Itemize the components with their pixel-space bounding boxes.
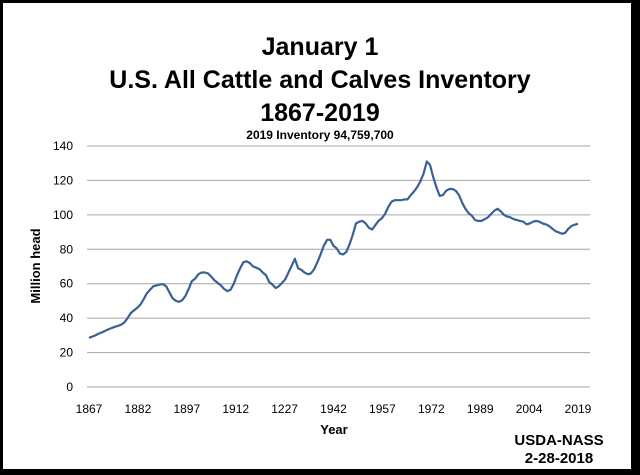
x-tick-label: 1912	[222, 402, 249, 416]
x-tick-label: 2019	[565, 402, 592, 416]
source-label: USDA-NASS	[514, 432, 604, 449]
y-tick-label: 60	[60, 277, 74, 291]
x-tick-label: 2004	[516, 402, 543, 416]
x-tick-label: 1972	[418, 402, 445, 416]
y-tick-label: 100	[53, 208, 73, 222]
x-axis-label: Year	[320, 422, 347, 437]
y-axis-label: Million head	[28, 228, 43, 303]
date-label: 2-28-2018	[524, 450, 594, 467]
y-tick-label: 0	[66, 380, 73, 394]
series-line	[88, 160, 579, 339]
x-tick-label: 1989	[467, 402, 494, 416]
y-tick-label: 40	[60, 311, 74, 325]
chart-title-line-3: 1867-2019	[260, 99, 380, 127]
chart-title-line-1: January 1	[261, 33, 379, 61]
y-tick-label: 140	[53, 139, 73, 153]
y-tick-label: 80	[60, 242, 74, 256]
chart-title-line-2: U.S. All Cattle and Calves Inventory	[109, 66, 531, 94]
x-tick-label: 1897	[173, 402, 200, 416]
chart-frame	[3, 3, 631, 469]
y-tick-label: 120	[53, 173, 73, 187]
y-tick-label: 20	[60, 346, 74, 360]
x-tick-label: 1957	[369, 402, 396, 416]
x-tick-label: 1942	[320, 402, 347, 416]
x-tick-label: 1867	[76, 402, 103, 416]
x-tick-label: 1882	[125, 402, 152, 416]
chart-subtitle: 2019 Inventory 94,759,700	[246, 128, 394, 142]
x-tick-label: 1227	[271, 402, 298, 416]
